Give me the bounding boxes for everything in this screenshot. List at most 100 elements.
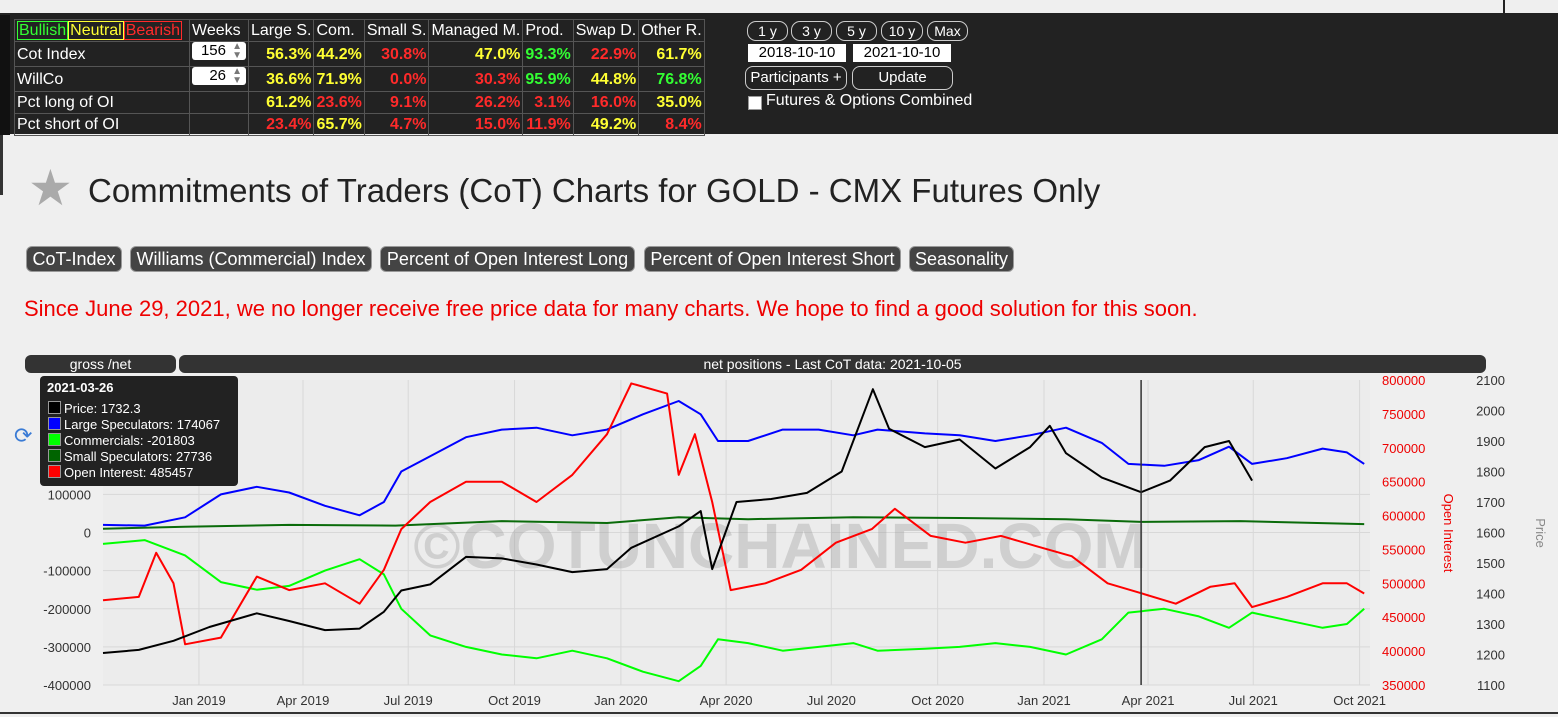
weeks-stepper[interactable]: 26 ▲ ▼ [192, 67, 246, 86]
page-title: Commitments of Traders (CoT) Charts for … [88, 172, 1101, 209]
header-producers: Prod. [522, 19, 574, 42]
stats-row-cot-index: Cot Index 156 ▲ ▼ 56.3% 44.2% 30.8% 47.0% … [14, 41, 705, 67]
value-cell: 4.7% [363, 113, 430, 136]
header-commercials: Com. [313, 19, 365, 42]
y-left-tick-label: 100000 [48, 487, 91, 502]
x-tick-label: Apr 2021 [1122, 693, 1175, 708]
futures-options-label: Futures & Options Combined [766, 92, 973, 109]
value-cell: 76.8% [638, 66, 705, 92]
x-tick-label: Apr 2019 [277, 693, 330, 708]
x-tick-label: Apr 2020 [700, 693, 753, 708]
range-10y-button[interactable]: 10 y [881, 21, 923, 41]
date-from-input[interactable]: 2018-10-10 [748, 44, 846, 62]
x-tick-label: Jul 2019 [384, 693, 433, 708]
y-oi-tick-label: 350000 [1382, 678, 1425, 693]
tooltip-price: Price: 1732.3 [48, 401, 141, 416]
series-price [102, 388, 1253, 654]
x-tick-label: Jan 2019 [172, 693, 226, 708]
nav-williams-index[interactable]: Williams (Commercial) Index [130, 246, 372, 272]
y-oi-tick-label: 550000 [1382, 542, 1425, 557]
nav-seasonality[interactable]: Seasonality [909, 246, 1014, 272]
value-cell: 15.0% [428, 113, 524, 136]
tooltip-open-interest: Open Interest: 485457 [48, 465, 193, 480]
range-max-button[interactable]: Max [927, 21, 968, 41]
x-tick-label: Oct 2020 [911, 693, 964, 708]
y-price-tick-label: 1600 [1476, 526, 1505, 541]
nav-pct-oi-short[interactable]: Percent of Open Interest Short [644, 246, 901, 272]
y-oi-tick-label: 400000 [1382, 644, 1425, 659]
x-tick-label: Jan 2020 [594, 693, 648, 708]
stats-header-row: Bullish Neutral Bearish Weeks Large S. Com… [14, 19, 705, 42]
y-price-axis-label: Price [1533, 518, 1548, 548]
y-price-tick-label: 1300 [1476, 617, 1505, 632]
gross-net-toggle[interactable]: gross /net [25, 355, 176, 373]
stats-table: Bullish Neutral Bearish Weeks Large S. Com… [14, 19, 705, 136]
range-3y-button[interactable]: 3 y [791, 21, 832, 41]
price-data-notice: Since June 29, 2021, we no longer receiv… [24, 296, 1198, 321]
range-1y-button[interactable]: 1 y [747, 21, 788, 41]
value-cell: 35.0% [638, 91, 705, 114]
date-to-input[interactable]: 2021-10-10 [853, 44, 951, 62]
futures-options-checkbox[interactable] [748, 96, 762, 110]
favorite-star-icon[interactable]: ★ [28, 160, 73, 216]
value-cell: 22.9% [572, 41, 640, 67]
y-oi-tick-label: 700000 [1382, 441, 1425, 456]
legend-bullish: Bullish [17, 21, 69, 40]
x-tick-label: Oct 2019 [488, 693, 541, 708]
value-cell: 65.7% [313, 113, 365, 136]
y-left-tick-label: -100000 [43, 564, 91, 579]
legend-cell: Bullish Neutral Bearish [14, 19, 190, 42]
bottom-border [0, 712, 1558, 714]
weeks-cell: 26 ▲ ▼ [189, 66, 249, 92]
top-strip [0, 0, 1558, 15]
y-oi-tick-label: 500000 [1382, 576, 1425, 591]
x-tick-label: Jul 2021 [1229, 693, 1278, 708]
nav-pct-oi-long[interactable]: Percent of Open Interest Long [380, 246, 635, 272]
series-large-speculators [102, 400, 1365, 527]
value-cell: 3.1% [522, 91, 574, 114]
stats-row-pct-short: Pct short of OI 23.4% 65.7% 4.7% 15.0% 1… [14, 113, 705, 136]
chart-header-bar: net positions - Last CoT data: 2021-10-0… [179, 355, 1486, 373]
value-cell: 11.9% [522, 113, 574, 136]
left-edge-bar-2 [0, 135, 3, 195]
nav-cot-index[interactable]: CoT-Index [26, 246, 122, 272]
series-small-speculators [102, 516, 1365, 530]
y-oi-tick-label: 650000 [1382, 475, 1425, 490]
value-cell: 23.4% [247, 113, 315, 136]
value-cell: 8.4% [638, 113, 705, 136]
y-oi-tick-label: 750000 [1382, 407, 1425, 422]
weeks-cell: 156 ▲ ▼ [189, 41, 249, 67]
x-tick-label: Jul 2020 [807, 693, 856, 708]
weeks-stepper[interactable]: 156 ▲ ▼ [192, 42, 246, 61]
legend-neutral: Neutral [68, 21, 124, 40]
y-price-tick-label: 1500 [1476, 556, 1505, 571]
y-oi-tick-label: 450000 [1382, 610, 1425, 625]
y-left-tick-label: -400000 [43, 678, 91, 693]
series-open-interest [102, 382, 1365, 646]
value-cell: 95.9% [522, 66, 574, 92]
value-cell: 23.6% [313, 91, 365, 114]
y-price-tick-label: 1100 [1477, 678, 1505, 693]
y-oi-tick-label: 800000 [1382, 373, 1425, 388]
series-commercials [102, 539, 1365, 683]
y-price-tick-label: 2100 [1476, 373, 1505, 388]
tooltip-commercials: Commercials: -201803 [48, 433, 195, 448]
y-left-tick-label: -200000 [43, 602, 91, 617]
value-cell: 30.8% [363, 41, 430, 67]
range-5y-button[interactable]: 5 y [836, 21, 877, 41]
stats-row-pct-long: Pct long of OI 61.2% 23.6% 9.1% 26.2% 3.… [14, 91, 705, 114]
y-price-tick-label: 1200 [1476, 648, 1505, 663]
y-left-tick-label: -300000 [43, 640, 91, 655]
tooltip: 2021-03-26 Price: 1732.3 Large Speculato… [40, 376, 238, 486]
value-cell: 61.7% [638, 41, 705, 67]
participants-button[interactable]: Participants + [745, 66, 847, 90]
y-price-tick-label: 1700 [1476, 495, 1505, 510]
left-edge-bar [0, 15, 10, 135]
header-large-spec: Large S. [247, 19, 315, 42]
tooltip-large-spec: Large Speculators: 174067 [48, 417, 220, 432]
y-price-tick-label: 1800 [1476, 465, 1505, 480]
update-button[interactable]: Update [852, 66, 953, 90]
row-label: Pct long of OI [14, 91, 190, 114]
refresh-icon[interactable]: ⟳ [14, 423, 33, 448]
